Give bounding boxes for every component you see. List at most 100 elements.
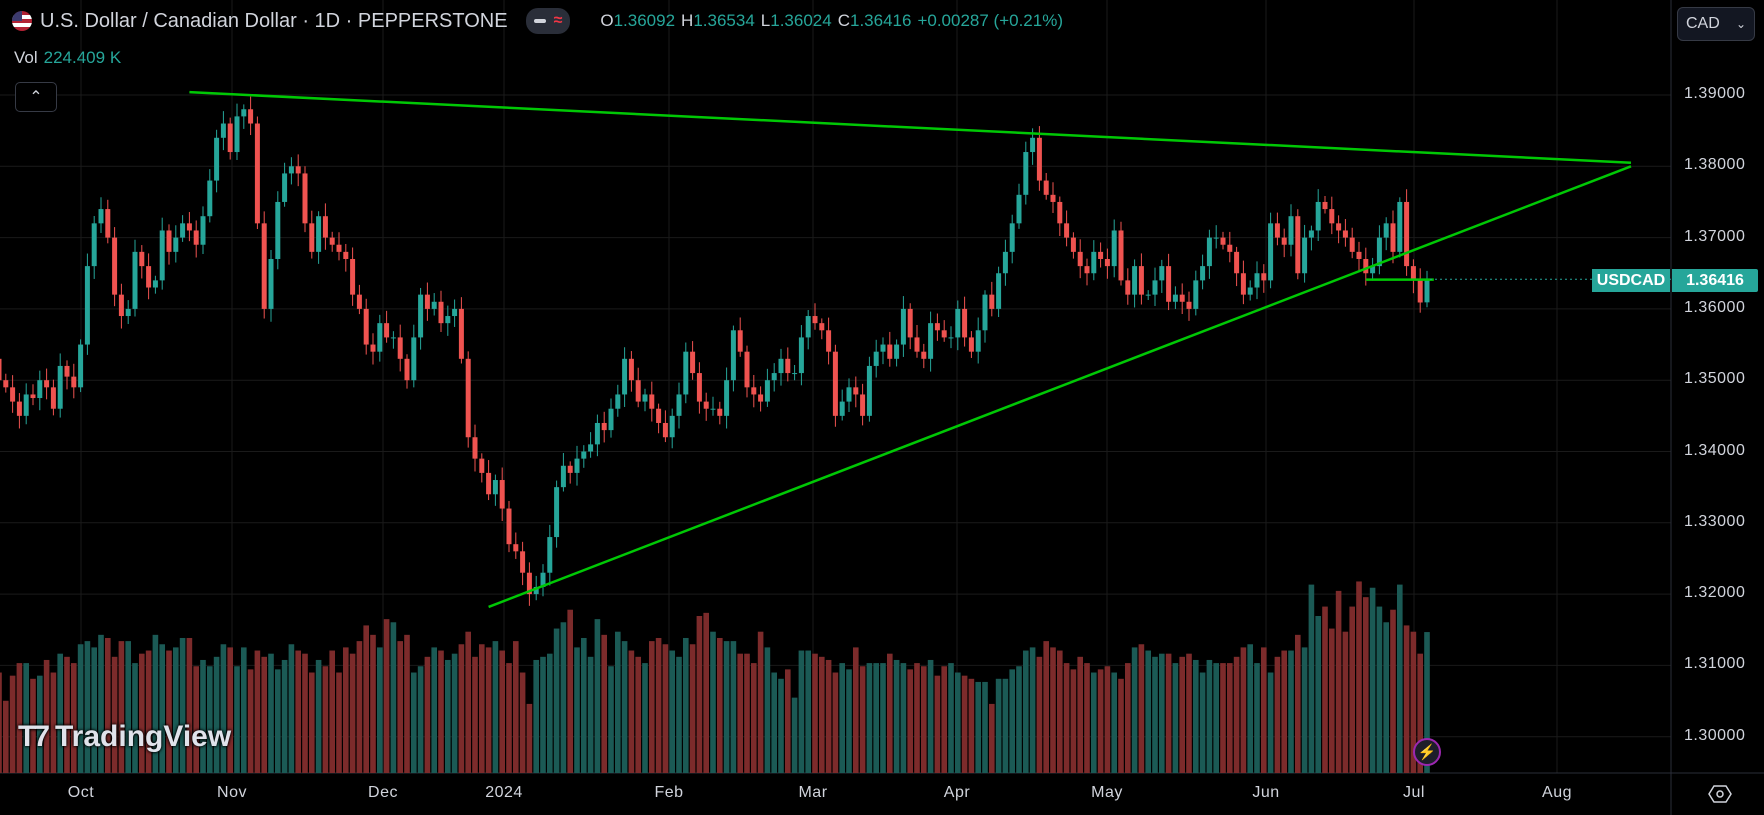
volume-bar [737,653,743,773]
candle-body [1070,237,1076,252]
x-tick-label: Jul [1403,784,1425,801]
volume-bar [145,650,152,773]
volume-bar [791,697,798,773]
chart-status-chip[interactable]: ≈ [525,8,571,34]
volume-legend[interactable]: Vol 224.409 K [14,48,121,68]
volume-bar [1356,581,1362,773]
candle-body [214,137,220,181]
currency-button[interactable]: CAD ⌄ [1677,7,1755,41]
volume-bar [57,653,63,773]
volume-bar [1342,631,1349,773]
tradingview-logo[interactable]: T7 TradingView [18,720,231,754]
candle-body [132,251,138,309]
volume-bar [254,650,261,773]
volume-bar [1295,634,1301,773]
volume-bar [1104,666,1111,773]
candle-body [363,308,369,345]
volume-bar [751,663,757,773]
candle-body [560,465,566,488]
volume-bar [1199,672,1206,773]
collapse-legend-button[interactable]: ⌃ [15,82,57,112]
volume-bar [9,675,16,773]
minus-icon [533,19,546,23]
volume-bar [1240,647,1247,773]
volume-bar [907,669,913,773]
volume-bar [873,663,879,773]
volume-bar [839,663,845,773]
volume-bar [105,637,111,773]
volume-bar [288,644,295,773]
candle-body [152,280,158,288]
candle-body [724,380,730,416]
volume-bar [533,659,539,773]
chevron-up-icon: ⌃ [29,89,43,106]
chart-settings-icon[interactable] [1707,783,1733,805]
candle-body [615,394,621,409]
volume-bar [1002,678,1009,773]
candle-body [1186,301,1192,309]
volume-bar [778,678,784,773]
volume-bar [50,672,57,773]
candle-body [832,351,838,416]
x-tick-label: Mar [798,784,828,801]
volume-bar [1254,663,1260,773]
candle-body [785,358,791,374]
volume-bar [1213,663,1219,773]
volume-bar [424,656,431,773]
candle-body [622,358,628,395]
candle-body [696,373,702,402]
candle-body [1193,280,1199,309]
candle-body [397,337,403,359]
candle-body [1288,216,1294,245]
volume-bar [479,644,485,773]
candle-body [948,337,954,339]
candle-body [574,458,580,473]
volume-bar [540,656,546,773]
y-tick-label: 1.33000 [1684,512,1746,530]
volume-bar [1159,653,1165,773]
volume-bar [893,659,900,773]
volume-bar [492,641,499,773]
volume-bar [635,656,641,773]
candle-body [656,408,662,423]
symbol-title[interactable]: U.S. Dollar / Canadian Dollar · 1D · PEP… [40,9,508,32]
volume-bar [574,647,580,773]
volume-bar [71,663,77,773]
volume-bar [302,653,308,773]
volume-bar [1281,650,1287,773]
x-tick-label: Feb [654,784,684,801]
candle-body [268,258,274,309]
candle-body [472,437,478,459]
candle-body [50,387,56,409]
trendline-upper-resistance [189,90,1632,164]
candle-body [601,422,607,431]
volume-bar [370,634,376,773]
volume-bar [159,644,165,773]
candle-body [159,230,165,281]
candle-body [588,444,594,452]
volume-bar [819,656,825,773]
volume-bar [417,666,424,773]
candle-body [826,330,832,352]
x-tick-label: Aug [1542,784,1572,801]
volume-bar [615,631,621,773]
candle-body [1349,237,1355,252]
low-value: 1.36024 [770,11,832,30]
candle-body [1166,266,1172,302]
candle-body [3,380,9,388]
candle-body [737,330,743,352]
candle-body [356,294,362,309]
candle-body [411,337,417,381]
candle-body [125,308,131,317]
candle-body [322,216,328,238]
candle-body [846,387,852,402]
volume-bar [1043,641,1049,773]
volume-bar [703,612,709,773]
candle-body [84,266,90,345]
candle-body [118,294,124,317]
volume-bar [1410,631,1417,773]
lightning-icon[interactable]: ⚡ [1413,738,1441,766]
volume-bar [37,675,43,773]
candle-body [1397,201,1403,252]
